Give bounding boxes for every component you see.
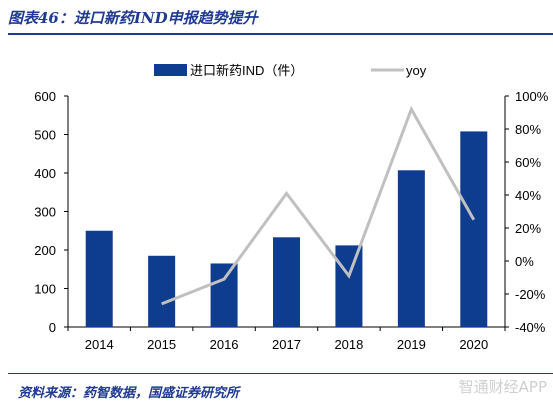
- x-tick-label: 2018: [334, 337, 363, 352]
- legend-label-bar: 进口新药IND（件）: [190, 63, 303, 78]
- figure-title: 图表46：进口新药IND申报趋势提升: [8, 9, 258, 27]
- x-tick-label: 2015: [147, 337, 176, 352]
- y-right-tick-label: 20%: [515, 221, 541, 236]
- y-left-tick-label: 200: [34, 243, 56, 258]
- bar: [85, 230, 113, 327]
- y-left-tick-label: 400: [34, 166, 56, 181]
- y-right-tick-label: -40%: [515, 320, 546, 335]
- y-right-tick-label: 100%: [515, 89, 549, 104]
- y-right-tick-label: 60%: [515, 155, 541, 170]
- bar: [273, 237, 300, 327]
- bar: [460, 131, 488, 327]
- y-left-tick-label: 0: [49, 320, 56, 335]
- bar: [335, 245, 363, 327]
- x-tick-label: 2020: [459, 337, 488, 352]
- x-tick-label: 2017: [272, 337, 301, 352]
- source-note: 资料来源：药智数据，国盛证券研究所: [18, 386, 240, 401]
- bar: [397, 170, 425, 327]
- y-left-tick-label: 300: [34, 205, 56, 220]
- y-left-tick-label: 600: [34, 89, 56, 104]
- bottom-divider: [8, 373, 553, 374]
- watermark: 智通财经APP: [458, 378, 547, 396]
- top-divider: [8, 33, 553, 35]
- y-right-tick-label: 0%: [515, 254, 534, 269]
- x-tick-label: 2014: [85, 337, 114, 352]
- legend-label-line: yoy: [406, 63, 427, 78]
- x-tick-label: 2019: [397, 337, 426, 352]
- y-left-tick-label: 500: [34, 128, 56, 143]
- x-tick-label: 2016: [210, 337, 239, 352]
- y-right-tick-label: 80%: [515, 122, 541, 137]
- y-right-tick-label: 40%: [515, 188, 541, 203]
- series-line-yoy: [161, 105, 476, 306]
- legend-swatch-bar: [154, 64, 187, 76]
- y-left-tick-label: 100: [34, 282, 56, 297]
- bar: [210, 263, 238, 327]
- bar: [148, 255, 176, 327]
- y-right-tick-label: -20%: [515, 287, 546, 302]
